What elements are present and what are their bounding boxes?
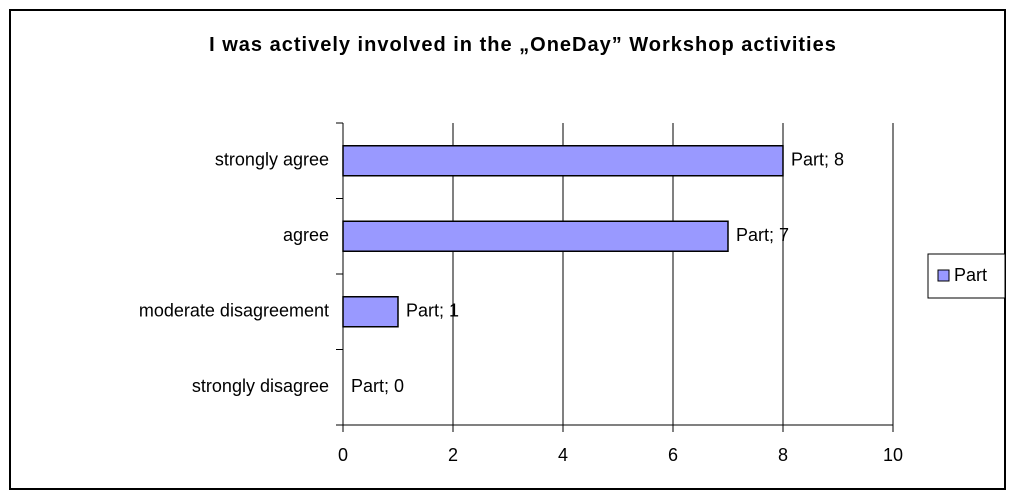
- legend-swatch: [937, 269, 950, 282]
- x-tick-label: 8: [778, 445, 788, 465]
- data-label: Part; 1: [406, 301, 459, 321]
- data-label: Part; 7: [736, 225, 789, 245]
- chart-title: I was actively involved in the „OneDay” …: [209, 34, 837, 56]
- bar: [342, 145, 784, 177]
- bar: [342, 296, 399, 328]
- y-tick-label: moderate disagreement: [139, 301, 329, 321]
- bar: [342, 220, 729, 252]
- x-tick-label: 4: [558, 445, 568, 465]
- data-label: Part; 0: [351, 376, 404, 396]
- y-tick-label: strongly disagree: [192, 376, 329, 396]
- x-tick-label: 2: [448, 445, 458, 465]
- data-label: Part; 8: [791, 150, 844, 170]
- x-tick-label: 6: [668, 445, 678, 465]
- x-tick-label: 0: [338, 445, 348, 465]
- legend-label: Part: [954, 265, 987, 285]
- y-tick-label: agree: [283, 225, 329, 245]
- x-tick-label: 10: [883, 445, 903, 465]
- y-tick-label: strongly agree: [215, 150, 329, 170]
